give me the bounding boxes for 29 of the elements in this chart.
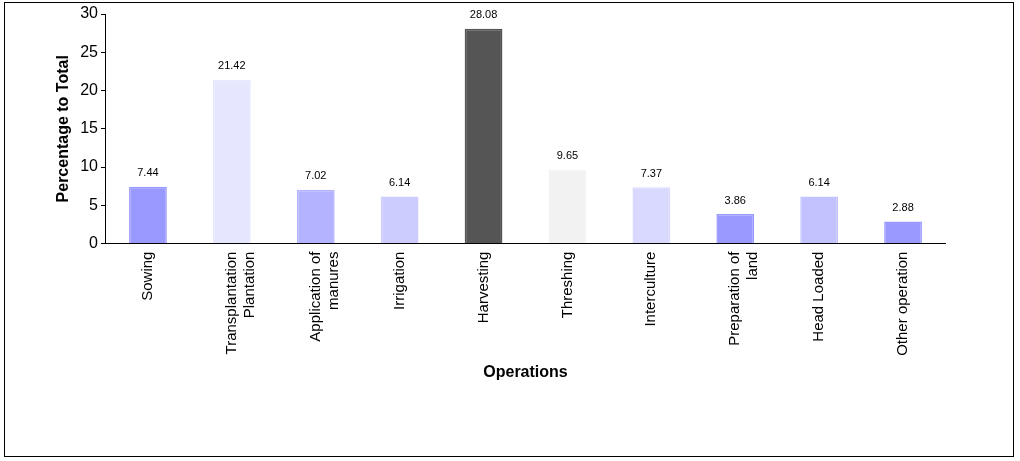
x-tick-label: Sowing: [138, 251, 156, 301]
data-label: 7.37: [640, 166, 663, 179]
x-tick-label: Application of manures: [305, 250, 341, 342]
x-tick-label: Preparation of land: [725, 250, 761, 346]
y-tick-label: 5: [89, 195, 99, 213]
data-label: 7.02: [305, 169, 327, 182]
data-label: 2.88: [892, 201, 914, 214]
data-label: 7.44: [137, 166, 159, 179]
y-tick-label: 20: [80, 80, 99, 98]
y-axis-title: Percentage to Total: [54, 55, 72, 203]
data-label: 6.14: [808, 176, 830, 189]
x-tick-label: Transplantation Plantation: [221, 251, 257, 355]
data-label: 9.65: [556, 149, 579, 162]
x-axis-title: Operations: [483, 362, 568, 380]
x-tick-label: Head Loaded: [809, 251, 827, 342]
x-tick-label: Irrigation: [389, 251, 407, 310]
x-tick-label: Other operation: [893, 251, 911, 356]
x-tick-label: Interculture: [641, 251, 659, 327]
x-tick-label: Threshing: [557, 251, 575, 319]
y-tick-label: 15: [80, 119, 99, 137]
data-label: 3.86: [724, 193, 746, 206]
data-label: 6.14: [388, 176, 411, 189]
x-tick-label: Harvesting: [473, 251, 491, 324]
data-label: 21.42: [218, 59, 246, 72]
y-tick-label: 0: [89, 233, 99, 251]
y-tick-label: 25: [80, 42, 99, 60]
y-tick-label: 30: [80, 4, 99, 22]
y-tick-label: 10: [80, 157, 99, 175]
data-label: 28.08: [469, 8, 498, 21]
